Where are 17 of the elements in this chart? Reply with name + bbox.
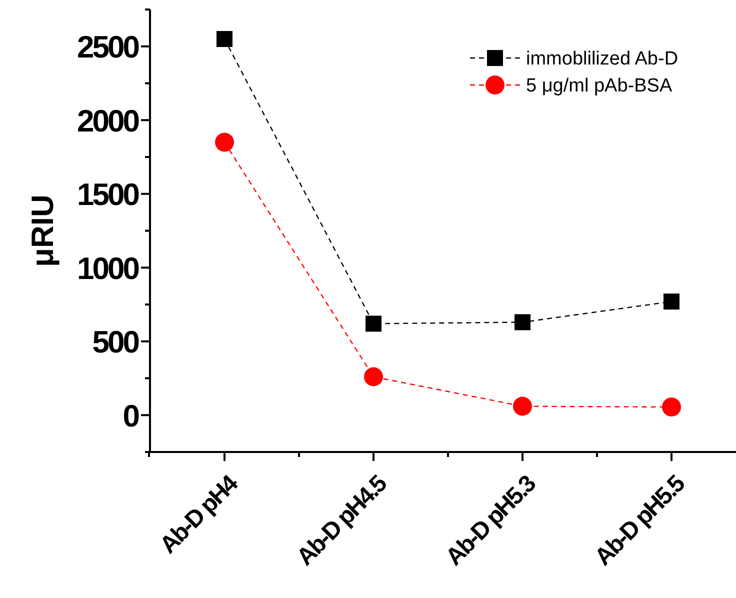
- legend-label: 5 μg/ml pAb-BSA: [526, 76, 672, 97]
- point: [513, 396, 532, 416]
- y-tick-label: 0: [122, 398, 139, 434]
- y-axis-title: μRIU: [24, 194, 60, 267]
- point: [366, 316, 382, 332]
- y-tick-label: 2000: [77, 103, 139, 138]
- point: [662, 398, 681, 417]
- legend-label: immoblilized Ab-D: [526, 48, 678, 70]
- point: [664, 294, 680, 310]
- y-tick-label: 2500: [77, 30, 139, 65]
- point: [364, 367, 383, 386]
- y-tick-label: 1000: [77, 250, 139, 286]
- point: [215, 132, 234, 152]
- point: [216, 31, 232, 47]
- point: [514, 314, 530, 330]
- y-tick-label: 1500: [77, 177, 139, 212]
- y-tick-label: 500: [92, 324, 139, 360]
